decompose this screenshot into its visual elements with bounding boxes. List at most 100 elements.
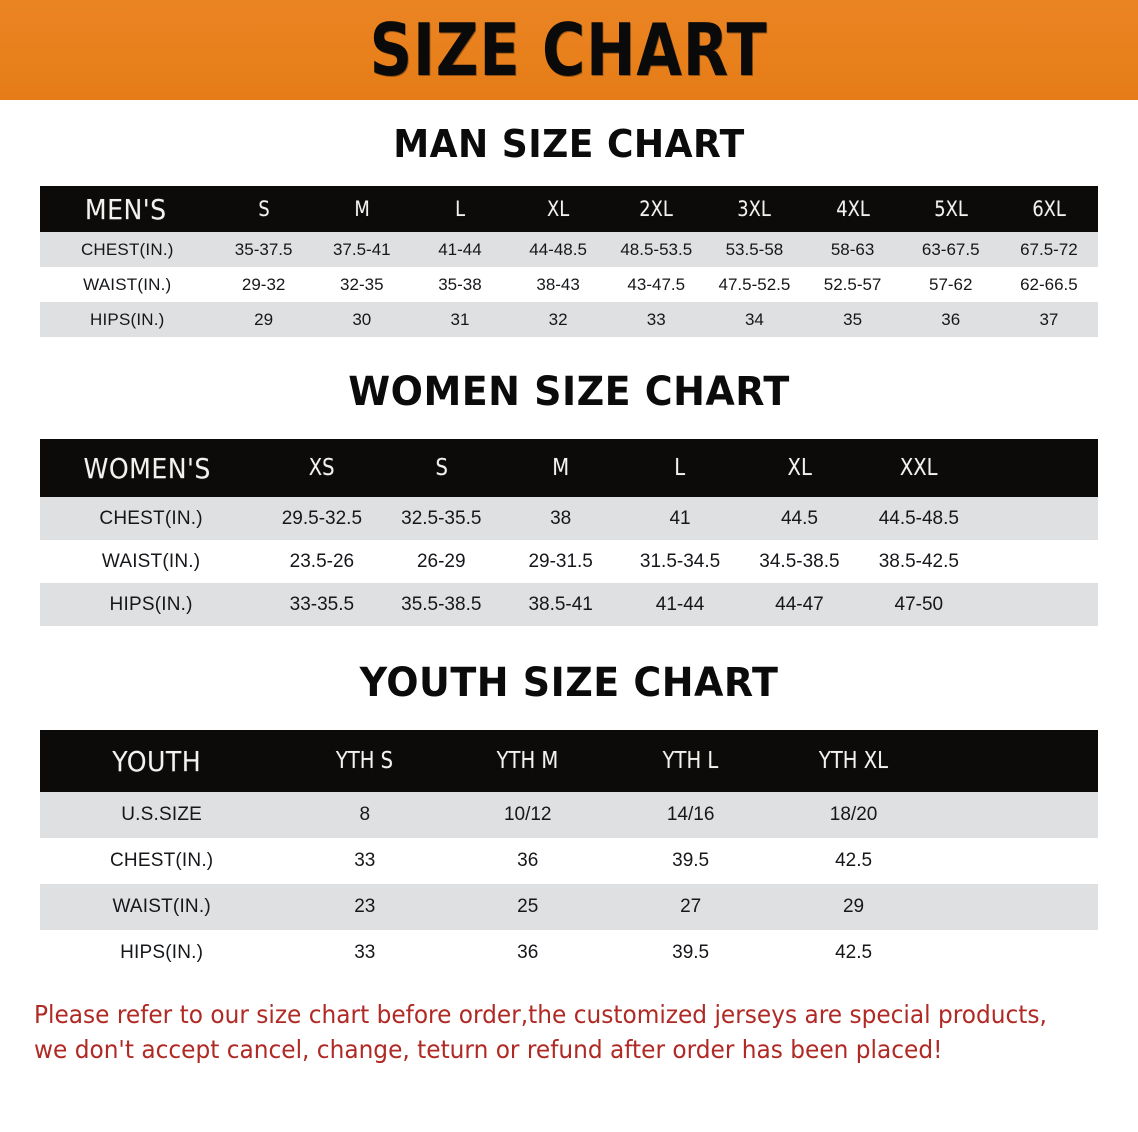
man-column-header-6xl: 6XL	[1032, 197, 1066, 221]
table-cell: 29	[254, 309, 274, 329]
table-cell: 41-44	[438, 239, 482, 259]
table-cell: 44.5	[780, 507, 818, 529]
table-cell: 38.5-41	[528, 593, 593, 615]
man-table-body: CHEST(IN.) 35-37.5 37.5-41 41-44 44-48.5 48.5…	[40, 232, 1098, 337]
youth-row-label: CHEST(IN.)	[110, 850, 214, 871]
man-table-head: MEN'S S M L XL 2XL 3XL 4XL 5XL 6XL	[40, 186, 1098, 232]
table-cell: 36	[517, 942, 539, 963]
man-column-header-l: L	[454, 197, 465, 221]
table-row: HIPS(IN.) 33 36 39.5 42.5	[40, 930, 1098, 976]
table-cell: 39.5	[672, 942, 710, 963]
table-cell: 36	[941, 309, 961, 329]
table-row: WAIST(IN.) 23 25 27 29	[40, 884, 1098, 930]
table-row: HIPS(IN.) 33-35.5 35.5-38.5 38.5-41 41-44 44-…	[40, 583, 1098, 626]
table-cell	[979, 583, 1098, 626]
man-table-wrapper: MEN'S S M L XL 2XL 3XL 4XL 5XL 6XL CHEST(IN.) 35-…	[0, 186, 1138, 337]
man-column-header-4xl: 4XL	[835, 197, 870, 221]
table-cell	[979, 540, 1098, 583]
table-row: WAIST(IN.) 23.5-26 26-29 29-31.5 31.5-34.5 34…	[40, 540, 1098, 583]
table-cell: 10/12	[503, 804, 552, 825]
table-cell: 48.5-53.5	[620, 239, 693, 259]
man-corner-label: MEN'S	[84, 192, 167, 226]
women-size-table: WOMEN'S XS S M L XL XXL CHEST(IN.) 29.5-32.5 32…	[40, 439, 1098, 626]
table-cell: 27	[680, 896, 702, 917]
table-cell: 41-44	[655, 593, 705, 615]
youth-column-header-empty-4	[947, 730, 1086, 792]
table-cell: 32.5-35.5	[401, 507, 482, 529]
man-column-header-5xl: 5XL	[933, 197, 968, 221]
youth-row-label: WAIST(IN.)	[112, 896, 211, 917]
table-cell: 36	[517, 850, 539, 871]
table-cell: 67.5-72	[1020, 239, 1078, 259]
youth-row-label: U.S.SIZE	[121, 804, 203, 825]
table-row: CHEST(IN.) 35-37.5 37.5-41 41-44 44-48.5 48.5…	[40, 232, 1098, 267]
table-cell: 42.5	[835, 850, 873, 871]
women-column-header-empty-6	[987, 439, 1089, 497]
youth-column-header-yth-l: YTH L	[662, 748, 719, 774]
table-cell: 26-29	[416, 550, 466, 572]
man-column-header-2xl: 2XL	[639, 197, 674, 221]
man-header-row: MEN'S S M L XL 2XL 3XL 4XL 5XL 6XL	[40, 186, 1098, 232]
women-table-head: WOMEN'S XS S M L XL XXL	[40, 439, 1098, 497]
table-cell	[979, 497, 1098, 540]
women-column-header-xxl: XXL	[899, 455, 938, 481]
table-cell: 29-32	[241, 274, 286, 294]
table-cell: 63-67.5	[921, 239, 980, 259]
women-section-title: WOMEN SIZE CHART	[348, 369, 790, 415]
table-cell: 39.5	[672, 850, 710, 871]
table-row: CHEST(IN.) 33 36 39.5 42.5	[40, 838, 1098, 884]
women-column-header-xs: XS	[308, 455, 335, 481]
table-cell: 29.5-32.5	[281, 507, 363, 529]
women-row-label: WAIST(IN.)	[101, 550, 201, 572]
women-header-row: WOMEN'S XS S M L XL XXL	[40, 439, 1098, 497]
page-banner: SIZE CHART	[0, 0, 1138, 100]
table-cell: 32-35	[340, 274, 384, 294]
table-cell: 35	[843, 309, 863, 329]
table-cell: 25	[517, 896, 539, 917]
man-column-header-s: S	[257, 197, 270, 221]
table-cell: 35-37.5	[234, 239, 293, 259]
youth-corner-label: YOUTH	[112, 744, 202, 778]
youth-section-title: YOUTH SIZE CHART	[359, 660, 779, 706]
table-cell: 30	[352, 309, 372, 329]
table-row: CHEST(IN.) 29.5-32.5 32.5-35.5 38 41 44.5 44.5…	[40, 497, 1098, 540]
women-row-label: HIPS(IN.)	[109, 593, 193, 615]
women-table-wrapper: WOMEN'S XS S M L XL XXL CHEST(IN.) 29.5-32.5 32…	[0, 439, 1138, 626]
man-column-header-xl: XL	[547, 197, 570, 221]
table-cell: 31	[450, 309, 470, 329]
man-column-header-3xl: 3XL	[737, 197, 772, 221]
women-table-body: CHEST(IN.) 29.5-32.5 32.5-35.5 38 41 44.5 44.5…	[40, 497, 1098, 626]
table-cell	[935, 838, 1098, 884]
table-cell: 37	[1039, 309, 1059, 329]
man-column-header-m: M	[354, 197, 370, 221]
table-cell: 23.5-26	[289, 550, 355, 572]
disclaimer-line-2: we don't accept cancel, change, teturn o…	[34, 1034, 943, 1064]
table-cell: 38	[550, 507, 572, 529]
disclaimer-text: Please refer to our size chart before or…	[34, 998, 1047, 1067]
table-cell	[935, 930, 1098, 976]
table-cell: 29-31.5	[528, 550, 593, 572]
women-row-label: CHEST(IN.)	[99, 507, 203, 529]
table-cell: 43-47.5	[627, 274, 686, 294]
table-cell: 33	[646, 309, 666, 329]
table-cell: 44.5-48.5	[878, 507, 959, 529]
table-cell: 14/16	[666, 804, 715, 825]
women-column-header-m: M	[552, 455, 570, 481]
table-cell: 58-63	[830, 239, 875, 259]
women-column-header-s: S	[435, 455, 448, 481]
youth-size-table: YOUTH YTH S YTH M YTH L YTH XL U.S.SIZE 8 10/…	[40, 730, 1098, 976]
table-row: U.S.SIZE 8 10/12 14/16 18/20	[40, 792, 1098, 838]
disclaimer-line-1: Please refer to our size chart before or…	[34, 1000, 1047, 1029]
table-cell	[935, 792, 1098, 838]
table-cell: 47.5-52.5	[718, 274, 791, 294]
table-cell: 38-43	[536, 274, 580, 294]
youth-header-row: YOUTH YTH S YTH M YTH L YTH XL	[40, 730, 1098, 792]
man-row-label: WAIST(IN.)	[83, 274, 172, 294]
table-cell: 52.5-57	[823, 274, 882, 294]
table-cell	[935, 884, 1098, 930]
table-cell: 44-48.5	[529, 239, 587, 259]
table-cell: 33	[354, 850, 376, 871]
man-row-label: HIPS(IN.)	[90, 309, 165, 329]
table-cell: 62-66.5	[1020, 274, 1078, 294]
man-row-label: CHEST(IN.)	[80, 239, 174, 259]
